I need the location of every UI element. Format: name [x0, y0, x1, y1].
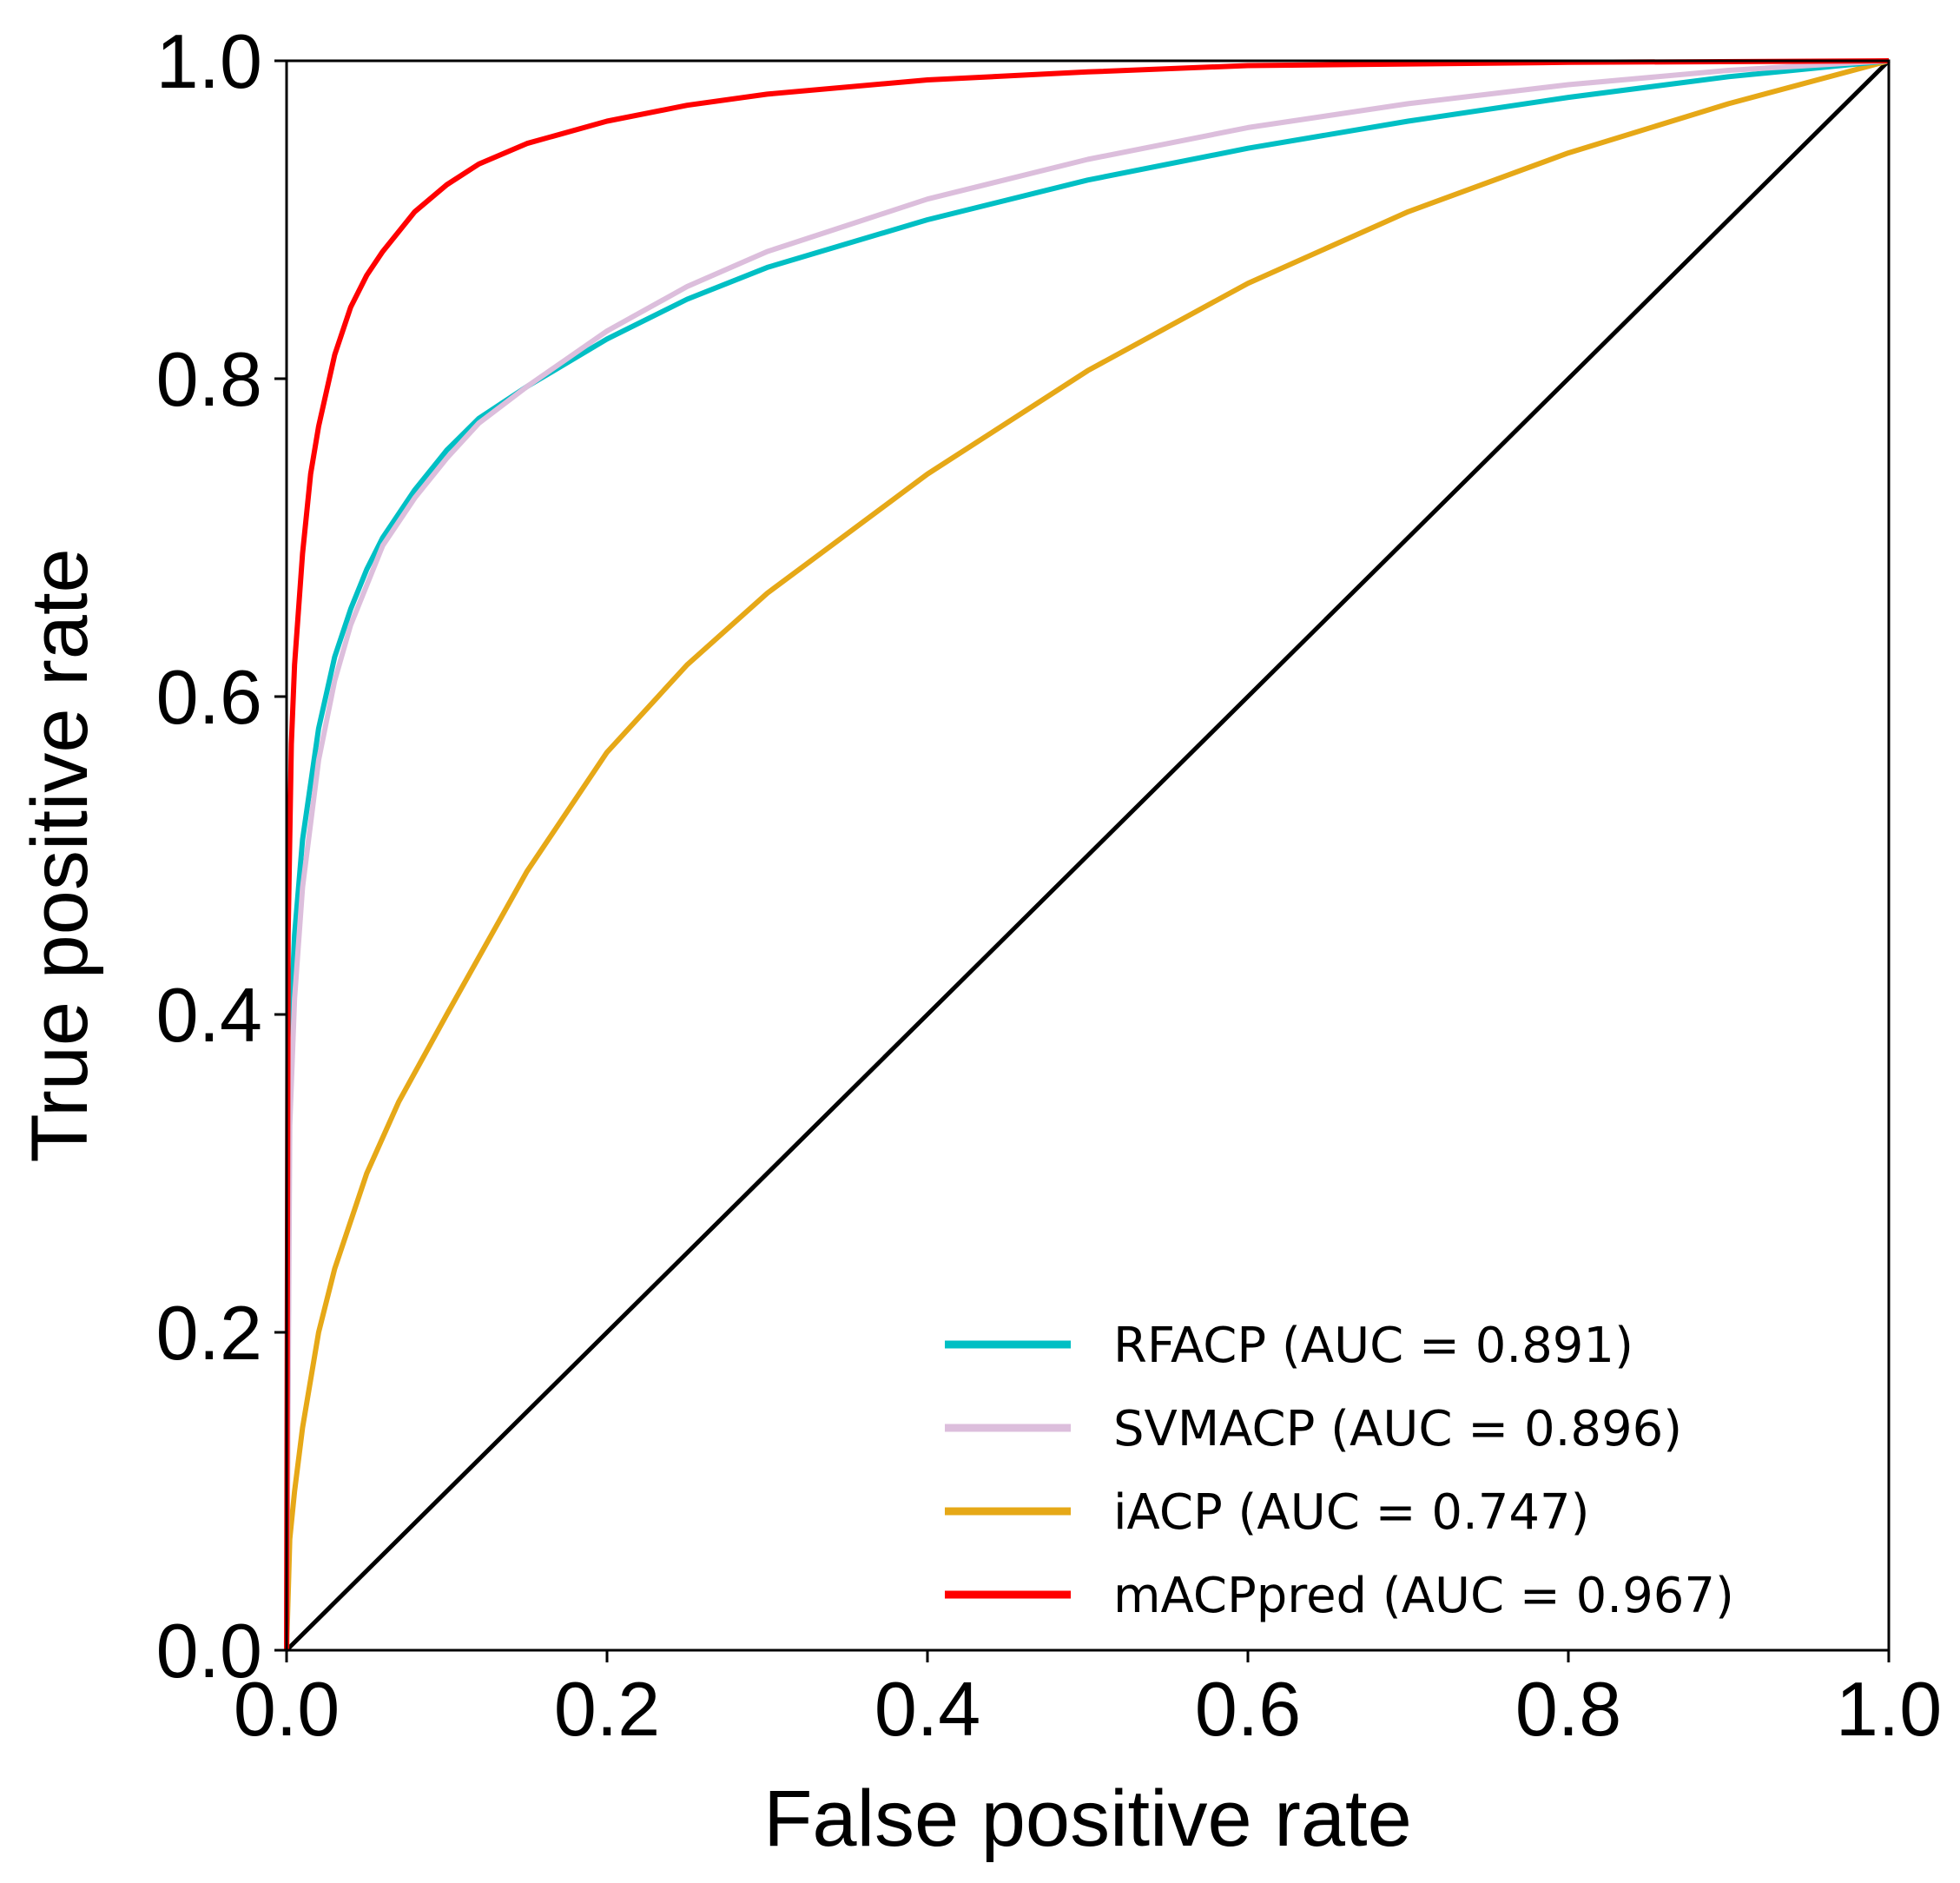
- series-line-2: [284, 58, 1890, 1651]
- y-tick-label: 0.2: [156, 1290, 262, 1376]
- legend-label: iACP (AUC = 0.747): [1113, 1484, 1590, 1541]
- x-tick-label: 0.4: [874, 1666, 980, 1752]
- y-tick-label: 0.0: [156, 1608, 262, 1694]
- series-line-1: [284, 58, 1890, 1651]
- legend-label: RFACP (AUC = 0.891): [1113, 1318, 1633, 1374]
- x-tick-label: 0.8: [1515, 1666, 1621, 1752]
- x-tick-label: 0.6: [1195, 1666, 1301, 1752]
- diagonal-line: [285, 59, 1891, 1652]
- legend-label: SVMACP (AUC = 0.896): [1113, 1401, 1682, 1457]
- x-tick-label: 0.0: [234, 1666, 340, 1752]
- plot-frame: [285, 59, 1891, 1652]
- y-tick-label: 1.0: [156, 18, 262, 104]
- series-line-0: [284, 58, 1890, 1651]
- x-tick-label: 0.2: [554, 1666, 660, 1752]
- curves-layer: [284, 58, 1891, 1652]
- y-tick-label: 0.6: [156, 654, 262, 740]
- y-tick-label: 0.8: [156, 336, 262, 422]
- y-axis-label: True positive rate: [16, 548, 104, 1162]
- x-axis-label: False positive rate: [763, 1774, 1412, 1863]
- x-axis: 0.0 0.2 0.4 0.6 0.8 1.0: [234, 1650, 1942, 1752]
- series-line-3: [284, 58, 1890, 1651]
- y-axis: 0.0 0.2 0.4 0.6 0.8 1.0: [156, 18, 287, 1694]
- x-tick-label: 1.0: [1836, 1666, 1942, 1752]
- y-tick-label: 0.4: [156, 972, 262, 1058]
- legend-label: mACPpred (AUC = 0.967): [1113, 1568, 1734, 1624]
- legend: RFACP (AUC = 0.891) SVMACP (AUC = 0.896) i…: [945, 1318, 1734, 1624]
